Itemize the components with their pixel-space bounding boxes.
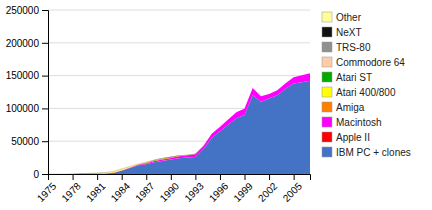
- y-tick: 200000: [6, 38, 48, 49]
- tick-label: 200000: [6, 38, 40, 49]
- area: [48, 73, 310, 174]
- x-tick: 1993: [182, 174, 206, 204]
- tick-mark: [42, 174, 48, 175]
- legend-item: Atari ST: [322, 72, 372, 83]
- tick-label: 1987: [133, 180, 157, 204]
- tick-label: 1984: [109, 180, 133, 204]
- x-tick: 1987: [133, 174, 157, 204]
- x-axis: 1975197819811984198719901993199619992002…: [35, 174, 311, 204]
- legend-label: Commodore 64: [336, 57, 405, 68]
- legend-swatch: [322, 147, 332, 157]
- tick-label: 1993: [182, 180, 206, 204]
- tick-mark: [42, 76, 48, 77]
- x-tick: 2002: [256, 174, 280, 204]
- legend-item: IBM PC + clones: [322, 147, 411, 158]
- tick-label: 1978: [59, 180, 83, 204]
- legend-item: TRS-80: [322, 42, 371, 53]
- legend-swatch: [322, 12, 332, 22]
- legend-item: Atari 400/800: [322, 87, 396, 98]
- axis-line: [42, 11, 49, 175]
- legend-item: NeXT: [322, 27, 362, 38]
- tick-label: 0: [33, 169, 39, 180]
- y-tick: 150000: [6, 70, 48, 81]
- tick-label: 150000: [6, 70, 40, 81]
- legend: Other NeXT TRS-80 Commodore 64 Atari ST Atari…: [322, 12, 411, 158]
- area: [48, 73, 310, 174]
- tick-mark: [42, 141, 48, 142]
- y-tick: 50000: [11, 136, 48, 147]
- tick-mark: [171, 174, 172, 180]
- legend-label: Atari ST: [336, 72, 372, 83]
- grid-line: [48, 75, 310, 76]
- tick-label: 2005: [281, 180, 305, 204]
- legend-label: TRS-80: [336, 42, 371, 53]
- area: [48, 73, 310, 174]
- legend-swatch: [322, 102, 332, 112]
- tick-label: 50000: [11, 136, 39, 147]
- legend-swatch: [322, 117, 332, 127]
- grid-line: [48, 10, 310, 11]
- legend-item: Amiga: [322, 102, 365, 113]
- tick-mark: [195, 174, 196, 180]
- tick-label: 250000: [6, 5, 40, 16]
- tick-mark: [42, 108, 48, 109]
- legend-label: Atari 400/800: [336, 87, 396, 98]
- tick-mark: [97, 174, 98, 180]
- areas: [48, 73, 310, 174]
- x-tick: 1978: [59, 174, 83, 204]
- legend-item: Commodore 64: [322, 57, 405, 68]
- tick-mark: [42, 10, 48, 11]
- tick-mark: [245, 174, 246, 180]
- x-tick: 1999: [231, 174, 255, 204]
- tick-mark: [42, 43, 48, 44]
- tick-label: 1975: [35, 180, 59, 204]
- tick-label: 2002: [256, 180, 280, 204]
- legend-label: Amiga: [336, 102, 365, 113]
- legend-swatch: [322, 57, 332, 67]
- area: [48, 73, 310, 174]
- legend-swatch: [322, 132, 332, 142]
- x-tick: 1990: [158, 174, 182, 204]
- y-axis: 0 50000 100000 150000 200000 250000: [6, 5, 49, 180]
- tick-mark: [146, 174, 147, 180]
- area: [48, 73, 310, 174]
- tick-label: 1990: [158, 180, 182, 204]
- area: [48, 73, 310, 174]
- tick-mark: [73, 174, 74, 180]
- tick-label: 1981: [84, 180, 108, 204]
- tick-mark: [269, 174, 270, 180]
- tick-mark: [220, 174, 221, 180]
- legend-label: IBM PC + clones: [336, 147, 411, 158]
- y-tick: 250000: [6, 5, 48, 16]
- y-tick: 0: [33, 169, 48, 180]
- legend-label: Other: [336, 12, 362, 23]
- legend-swatch: [322, 72, 332, 82]
- area: [48, 73, 310, 174]
- x-tick: 1981: [84, 174, 108, 204]
- legend-label: Apple II: [336, 132, 370, 143]
- legend-item: Other: [322, 12, 362, 23]
- area: [48, 73, 310, 174]
- plot: 1975197819811984198719901993199619992002…: [6, 5, 311, 204]
- legend-label: Macintosh: [336, 117, 382, 128]
- legend-item: Apple II: [322, 132, 370, 143]
- legend-label: NeXT: [336, 27, 362, 38]
- tick-label: 100000: [6, 103, 40, 114]
- tick-label: 1996: [207, 180, 231, 204]
- legend-swatch: [322, 27, 332, 37]
- x-tick: 1984: [109, 174, 133, 204]
- grid-line: [48, 42, 310, 43]
- y-tick: 100000: [6, 103, 48, 114]
- grid: [48, 10, 310, 174]
- chart: 1975197819811984198719901993199619992002…: [0, 0, 432, 210]
- tick-mark: [122, 174, 123, 180]
- legend-swatch: [322, 87, 332, 97]
- x-tick: 1996: [207, 174, 231, 204]
- legend-swatch: [322, 42, 332, 52]
- tick-label: 1999: [231, 180, 255, 204]
- legend-item: Macintosh: [322, 117, 382, 128]
- tick-mark: [294, 174, 295, 180]
- axis-line: [49, 175, 311, 181]
- x-tick: 2005: [281, 174, 305, 204]
